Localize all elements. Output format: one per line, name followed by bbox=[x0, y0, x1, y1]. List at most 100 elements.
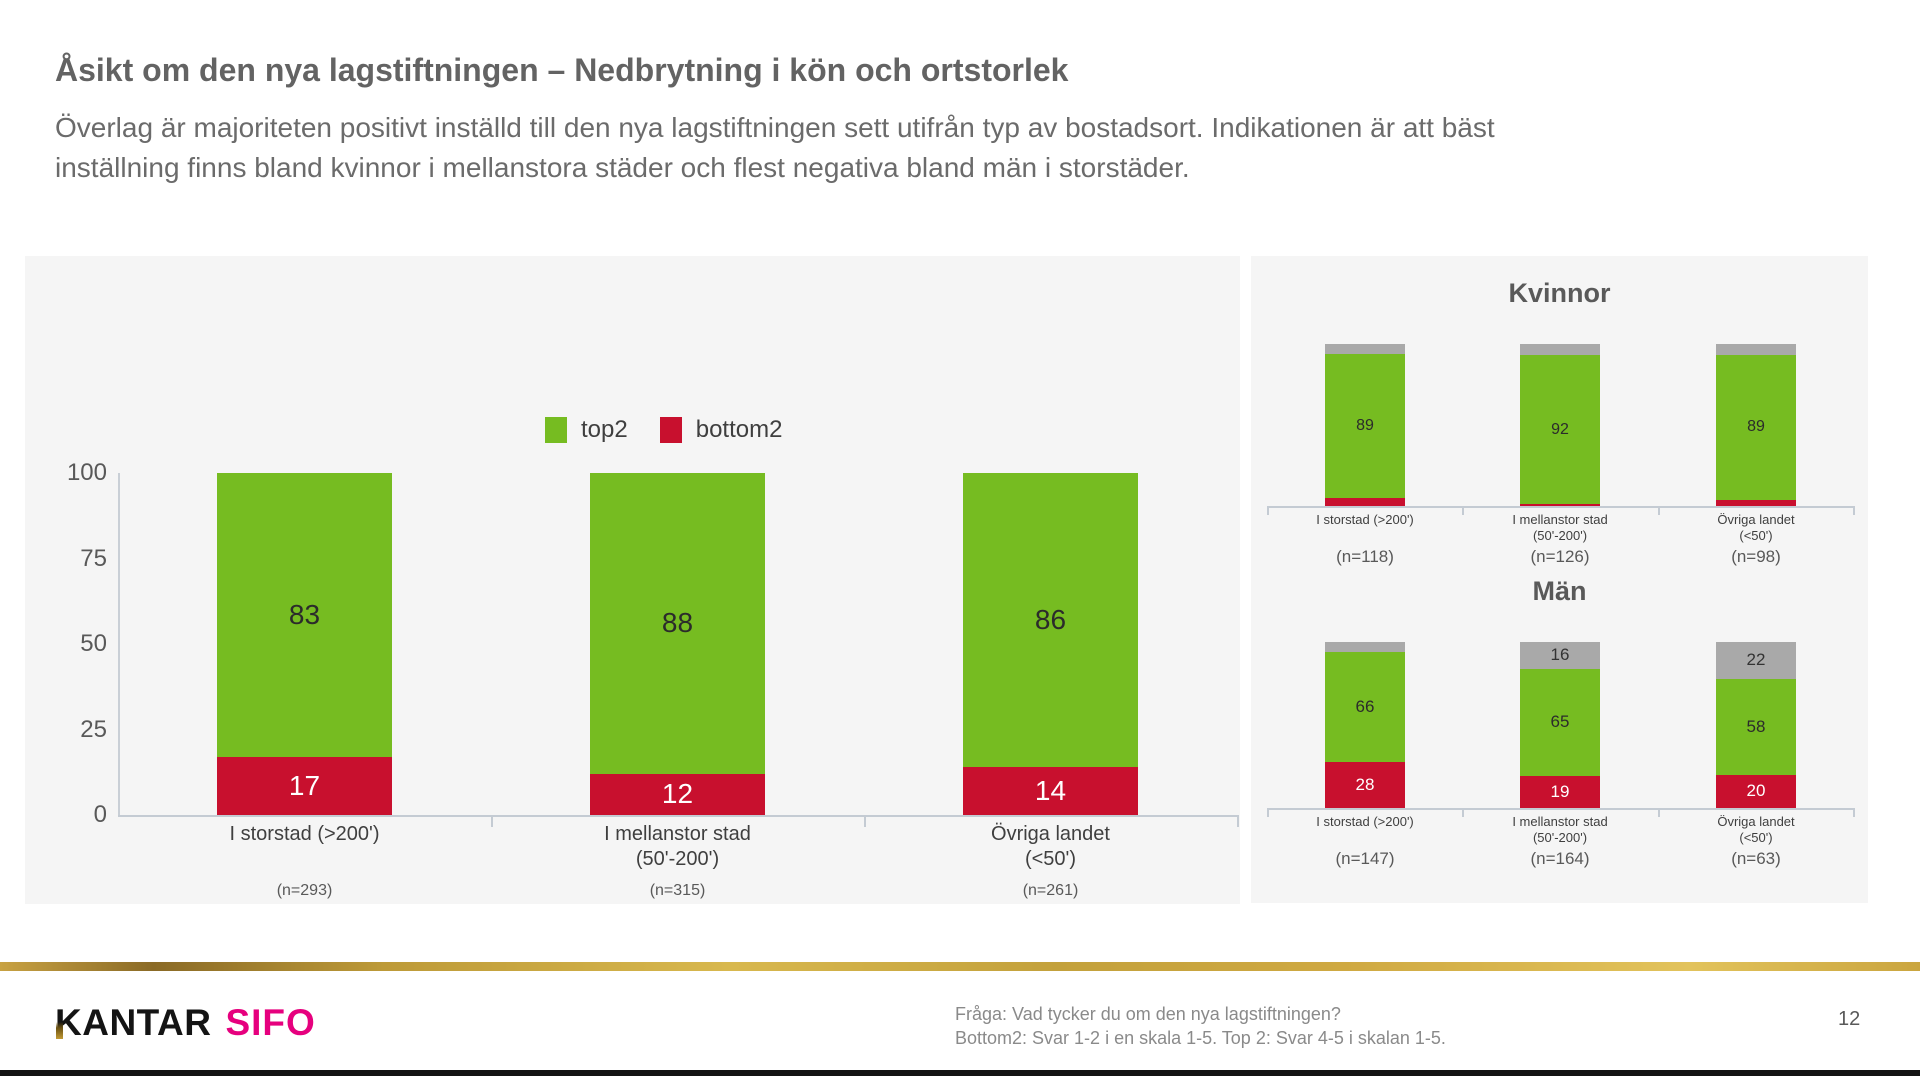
value-label: 88 bbox=[661, 607, 694, 639]
main-chart-panel: top2 bottom2 0 25 50 75 100 83 17 I storstad (>… bbox=[25, 256, 1240, 904]
value-label: 66 bbox=[1355, 696, 1375, 716]
segment-top2: 89 bbox=[1716, 355, 1796, 500]
category-label-line: Övriga landet bbox=[991, 823, 1110, 845]
category-label-line: Övriga landet bbox=[1717, 814, 1795, 829]
segment-rest bbox=[1716, 344, 1796, 356]
y-axis-tick-label: 75 bbox=[80, 544, 107, 572]
segment-rest: 16 bbox=[1520, 642, 1600, 669]
n-label: (n=293) bbox=[276, 882, 333, 899]
x-axis-tick bbox=[864, 815, 866, 827]
x-axis-tick bbox=[1853, 506, 1855, 515]
segment-bottom2: 12 bbox=[590, 773, 765, 815]
kantar-k-gold-accent bbox=[56, 1022, 63, 1039]
bar-by-city-total-1: 83 17 bbox=[217, 473, 392, 815]
y-axis-tick-label: 50 bbox=[80, 630, 107, 657]
category-label-line: I mellanstor stad bbox=[1512, 512, 1608, 527]
kantar-logo-text: KANTAR bbox=[55, 1002, 212, 1043]
segment-top2: 66 bbox=[1325, 651, 1405, 762]
x-axis-tick bbox=[1267, 808, 1269, 817]
bar-man-2: 16 65 19 bbox=[1520, 642, 1600, 808]
man-chart-title: Män bbox=[1532, 576, 1587, 606]
y-axis-tick-label: 100 bbox=[66, 459, 107, 486]
segment-top2: 88 bbox=[590, 473, 765, 774]
x-axis-tick bbox=[1237, 815, 1239, 827]
segment-rest bbox=[1520, 344, 1600, 356]
footnote-scale: Bottom2: Svar 1-2 i en skala 1-5. Top 2:… bbox=[955, 1028, 1446, 1048]
segment-top2: 86 bbox=[963, 473, 1138, 768]
value-label: 12 bbox=[661, 778, 694, 810]
value-label: 22 bbox=[1746, 650, 1766, 670]
value-label: 89 bbox=[1356, 416, 1374, 434]
x-axis-tick bbox=[1853, 808, 1855, 817]
gender-charts-panel: Kvinnor Män 89 I storstad (>200') (n=118) 9… bbox=[1251, 256, 1868, 903]
page-number: 12 bbox=[1838, 1008, 1861, 1030]
segment-top2: 58 bbox=[1716, 678, 1796, 775]
footnote-question: Fråga: Vad tycker du om den nya lagstift… bbox=[955, 1004, 1341, 1024]
x-axis-tick bbox=[1658, 506, 1660, 515]
value-label: 92 bbox=[1551, 420, 1569, 438]
bar-kvinnor-2: 92 bbox=[1520, 344, 1600, 506]
n-label: (n=164) bbox=[1530, 849, 1590, 868]
gold-divider-line bbox=[0, 962, 1920, 971]
n-label: (n=126) bbox=[1530, 547, 1590, 566]
value-label: 16 bbox=[1550, 645, 1570, 665]
segment-bottom2: 17 bbox=[217, 756, 392, 815]
category-label: I mellanstor stad (50'-200') bbox=[1465, 512, 1655, 544]
category-label-line: I mellanstor stad bbox=[604, 823, 751, 845]
category-label-line: (50'-200') bbox=[635, 848, 720, 870]
n-label: (n=315) bbox=[649, 882, 706, 899]
category-label: I storstad (>200') bbox=[1270, 512, 1460, 528]
n-label: (n=63) bbox=[1731, 849, 1781, 868]
segment-top2: 83 bbox=[217, 473, 392, 757]
y-axis-tick-label: 25 bbox=[80, 715, 107, 743]
category-label: I storstad (>200') bbox=[1270, 814, 1460, 830]
legend-label-top2: top2 bbox=[581, 416, 628, 443]
value-label: 58 bbox=[1746, 716, 1766, 736]
segment-rest bbox=[1325, 344, 1405, 354]
value-label: 65 bbox=[1550, 712, 1570, 732]
bar-by-city-total-3: 86 14 bbox=[963, 473, 1138, 815]
category-label: Övriga landet (<50') bbox=[1661, 814, 1851, 846]
category-label-line: (50'-200') bbox=[1532, 830, 1588, 845]
legend-swatch-bottom2-icon bbox=[659, 417, 682, 443]
x-axis-line bbox=[118, 815, 1237, 817]
footnote: Fråga: Vad tycker du om den nya lagstift… bbox=[955, 1002, 1446, 1050]
bar-kvinnor-1: 89 bbox=[1325, 344, 1405, 506]
segment-top2: 89 bbox=[1325, 353, 1405, 498]
value-label: 14 bbox=[1034, 775, 1067, 807]
segment-top2: 65 bbox=[1520, 668, 1600, 777]
value-label: 17 bbox=[288, 769, 321, 801]
legend-label-bottom2: bottom2 bbox=[695, 416, 783, 443]
category-label-line: (<50') bbox=[1024, 848, 1077, 870]
value-label: 89 bbox=[1747, 418, 1765, 436]
n-label: (n=261) bbox=[1022, 882, 1079, 899]
y-axis-tick-label: 0 bbox=[93, 801, 107, 828]
segment-rest: 22 bbox=[1716, 642, 1796, 679]
bar-by-city-total-2: 88 12 bbox=[590, 473, 765, 815]
value-label: 28 bbox=[1355, 774, 1375, 794]
category-label: Övriga landet (<50') bbox=[1661, 512, 1851, 544]
n-label: (n=98) bbox=[1731, 547, 1781, 566]
value-label: 86 bbox=[1034, 604, 1067, 636]
segment-bottom2: 14 bbox=[963, 767, 1138, 815]
bar-man-3: 22 58 20 bbox=[1716, 642, 1796, 808]
bottom-edge-bar bbox=[0, 1070, 1920, 1076]
value-label: 20 bbox=[1746, 781, 1766, 801]
segment-top2: 92 bbox=[1520, 355, 1600, 505]
bar-kvinnor-3: 89 bbox=[1716, 344, 1796, 506]
category-label-line: (<50') bbox=[1739, 830, 1773, 845]
segment-bottom2: 28 bbox=[1325, 761, 1405, 808]
chart-legend: top2 bottom2 bbox=[545, 416, 800, 444]
page-title: Åsikt om den nya lagstiftningen – Nedbry… bbox=[55, 52, 1069, 88]
main-chart: 0 25 50 75 100 83 17 I storstad (>200') (n=293) 8… bbox=[25, 256, 1240, 904]
x-axis-tick bbox=[1658, 808, 1660, 817]
bar-man-1: 66 28 bbox=[1325, 642, 1405, 808]
value-label: 19 bbox=[1550, 782, 1570, 802]
x-axis-line bbox=[1267, 808, 1853, 810]
category-label-line: I storstad (>200') bbox=[1316, 512, 1414, 527]
y-axis-line bbox=[118, 473, 120, 817]
category-label: I mellanstor stad (50'-200') bbox=[548, 822, 808, 872]
x-axis-tick bbox=[1462, 506, 1464, 515]
kvinnor-chart-title: Kvinnor bbox=[1508, 278, 1611, 308]
